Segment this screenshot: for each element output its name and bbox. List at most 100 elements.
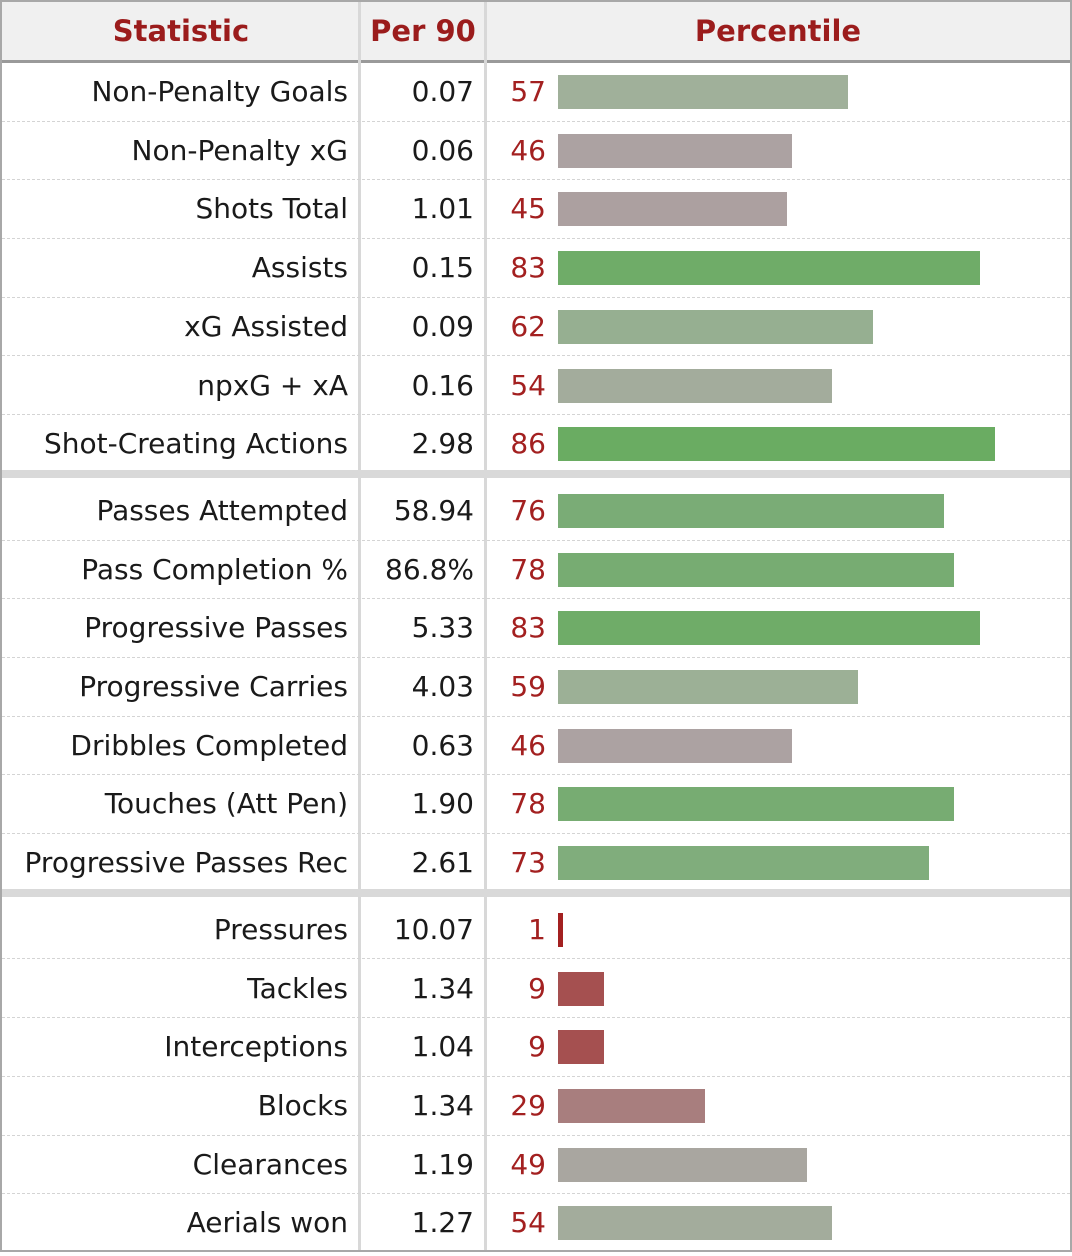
statistic-label: Non-Penalty xG: [131, 133, 348, 167]
per90-value: 2.98: [411, 427, 474, 461]
percentile-bar: [558, 192, 787, 227]
table-row: Blocks 1.34 29: [2, 1077, 1070, 1136]
header-per90[interactable]: Per 90: [370, 14, 476, 48]
percentile-value: 57: [510, 75, 546, 108]
group-separator: [2, 888, 1070, 897]
header-statistic[interactable]: Statistic: [112, 14, 250, 48]
statistic-label: Touches (Att Pen): [104, 787, 348, 821]
table-row: Dribbles Completed 0.63 46: [2, 717, 1070, 776]
table-header: Statistic Per 90 Percentile: [2, 2, 1070, 63]
percentile-bar: [558, 368, 833, 403]
table-row: Clearances 1.19 49: [2, 1136, 1070, 1195]
percentile-bar: [558, 309, 873, 344]
table-row: Interceptions 1.04 9: [2, 1018, 1070, 1077]
percentile-value: 59: [510, 670, 546, 703]
per90-value: 0.16: [411, 368, 474, 402]
per90-value: 0.63: [411, 728, 474, 762]
percentile-value: 73: [510, 846, 546, 880]
percentile-value: 45: [510, 192, 546, 226]
percentile-bar: [558, 75, 848, 109]
statistic-label: Pressures: [213, 912, 348, 946]
table-row: xG Assisted 0.09 62: [2, 298, 1070, 357]
percentile-value: 83: [510, 251, 546, 285]
statistic-label: Assists: [251, 251, 348, 285]
statistic-label: Pass Completion %: [81, 552, 348, 586]
statistic-label: xG Assisted: [184, 309, 348, 343]
percentile-bar: [558, 1030, 604, 1065]
column-divider: [358, 2, 361, 1250]
percentile-bar: [558, 1206, 833, 1241]
statistic-label: Progressive Passes Rec: [24, 846, 348, 880]
table-row: Non-Penalty xG 0.06 46: [2, 122, 1070, 181]
percentile-bar: [558, 971, 604, 1006]
per90-value: 1.01: [411, 192, 474, 226]
statistic-label: Non-Penalty Goals: [91, 75, 348, 108]
percentile-value: 1: [528, 912, 546, 946]
per90-value: 1.90: [411, 787, 474, 821]
statistic-label: Shots Total: [195, 192, 348, 226]
table-row: Passes Attempted 58.94 76: [2, 482, 1070, 541]
table-row: Progressive Carries 4.03 59: [2, 658, 1070, 717]
percentile-value: 76: [510, 493, 546, 527]
percentile-bar: [558, 611, 980, 646]
header-percentile[interactable]: Percentile: [694, 14, 862, 48]
percentile-value: 62: [510, 309, 546, 343]
per90-value: 58.94: [393, 493, 474, 527]
column-divider: [484, 2, 487, 1250]
per90-value: 1.04: [411, 1030, 474, 1064]
table-row: npxG + xA 0.16 54: [2, 357, 1070, 416]
percentile-value: 46: [510, 133, 546, 167]
statistic-label: Progressive Carries: [79, 670, 348, 703]
statistic-label: Interceptions: [164, 1030, 348, 1064]
table-row: Pass Completion % 86.8% 78: [2, 541, 1070, 600]
percentile-bar: [558, 728, 792, 763]
per90-value: 1.27: [411, 1206, 474, 1240]
per90-value: 0.15: [411, 251, 474, 285]
statistic-label: Blocks: [257, 1088, 348, 1122]
table-row: Aerials won 1.27 54: [2, 1194, 1070, 1250]
table-row: Shot-Creating Actions 2.98 86: [2, 415, 1070, 474]
percentile-value: 9: [528, 971, 546, 1005]
percentile-bar: [558, 670, 858, 704]
statistic-label: Progressive Passes: [84, 611, 348, 645]
table-row: Pressures 10.07 1: [2, 901, 1070, 960]
statistic-label: Clearances: [192, 1147, 348, 1181]
group-separator: [2, 469, 1070, 478]
percentile-bar: [558, 787, 955, 822]
percentile-value: 54: [510, 1206, 546, 1240]
table-row: Tackles 1.34 9: [2, 960, 1070, 1019]
percentile-value: 78: [510, 787, 546, 821]
percentile-value: 46: [510, 728, 546, 762]
table-row: Assists 0.15 83: [2, 239, 1070, 298]
statistic-label: Shot-Creating Actions: [43, 427, 348, 461]
statistic-label: Tackles: [247, 971, 348, 1005]
statistic-label: Passes Attempted: [96, 493, 348, 527]
statistic-label: Dribbles Completed: [70, 728, 348, 762]
percentile-bar: [558, 912, 564, 947]
per90-value: 86.8%: [385, 552, 474, 586]
percentile-value: 9: [528, 1030, 546, 1064]
percentile-bar: [558, 1147, 807, 1182]
percentile-bar: [558, 552, 955, 587]
per90-value: 4.03: [411, 670, 474, 703]
percentile-value: 78: [510, 552, 546, 586]
percentile-bar: [558, 846, 929, 881]
table-row: Touches (Att Pen) 1.90 78: [2, 775, 1070, 835]
table-row: Shots Total 1.01 45: [2, 180, 1070, 240]
percentile-value: 29: [510, 1088, 546, 1122]
percentile-value: 49: [510, 1147, 546, 1181]
percentile-value: 54: [510, 368, 546, 402]
per90-value: 0.09: [411, 309, 474, 343]
percentile-bar: [558, 1088, 706, 1123]
percentile-bar: [558, 427, 995, 462]
statistic-label: Aerials won: [186, 1206, 348, 1240]
table-row: Progressive Passes 5.33 83: [2, 599, 1070, 658]
statistic-label: npxG + xA: [197, 368, 348, 402]
table-row: Non-Penalty Goals 0.07 57: [2, 63, 1070, 122]
percentile-value: 86: [510, 427, 546, 461]
percentile-bar: [558, 133, 792, 168]
percentile-bar: [558, 493, 945, 528]
table-row: Progressive Passes Rec 2.61 73: [2, 834, 1070, 893]
per90-value: 1.34: [411, 971, 474, 1005]
